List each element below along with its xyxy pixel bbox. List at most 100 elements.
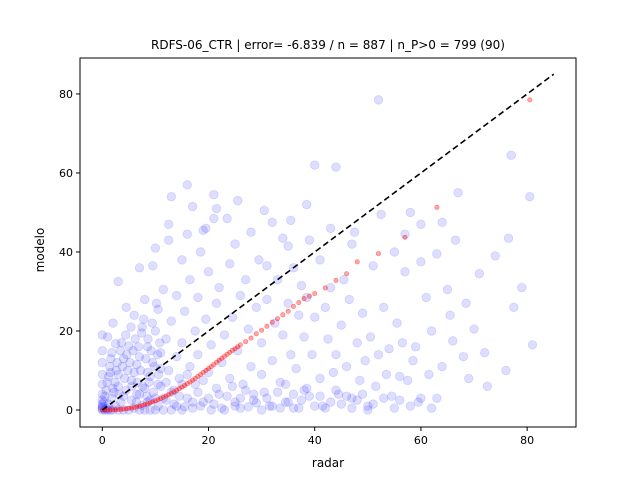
scatter-point xyxy=(267,355,277,366)
scatter-point xyxy=(152,350,163,360)
quantile-point xyxy=(232,346,238,352)
scatter-point xyxy=(233,346,243,356)
quantile-point xyxy=(227,349,233,355)
scatter-point xyxy=(190,326,200,336)
scatter-point xyxy=(384,344,394,354)
scatter-point xyxy=(320,302,331,312)
quantile-point xyxy=(126,405,132,411)
scatter-point xyxy=(97,330,108,340)
quantile-point xyxy=(322,285,328,291)
scatter-point xyxy=(105,405,115,415)
scatter-point xyxy=(139,314,149,324)
scatter-point xyxy=(490,251,500,261)
scatter-point xyxy=(310,401,320,411)
scatter-point xyxy=(408,355,418,366)
scatter-point xyxy=(402,375,413,386)
scatter-point xyxy=(373,350,384,360)
scatter-point xyxy=(131,397,141,407)
scatter-point xyxy=(357,308,368,318)
scatter-point xyxy=(134,389,145,399)
scatter-point xyxy=(193,387,203,397)
scatter-point xyxy=(256,338,267,348)
scatter-point xyxy=(150,243,161,253)
plot-frame xyxy=(79,57,577,428)
scatter-point xyxy=(177,338,187,348)
quantile-point xyxy=(195,373,201,379)
scatter-point xyxy=(141,353,151,364)
x-axis-label: radar xyxy=(312,456,344,470)
scatter-point xyxy=(267,217,277,228)
scatter-point xyxy=(145,405,155,415)
scatter-point xyxy=(217,357,227,368)
scatter-point xyxy=(97,369,108,380)
scatter-point xyxy=(302,383,312,393)
scatter-point xyxy=(325,282,336,293)
scatter-point xyxy=(123,365,133,376)
scatter-point xyxy=(291,363,301,374)
scatter-point xyxy=(320,403,331,413)
scatter-point xyxy=(193,292,203,303)
scatter-point xyxy=(349,227,360,237)
scatter-point xyxy=(142,397,153,407)
scatter-point xyxy=(506,150,516,160)
scatter-point xyxy=(503,233,514,243)
scatter-point xyxy=(118,391,129,401)
quantile-point xyxy=(259,327,265,333)
scatter-point xyxy=(315,391,325,401)
scatter-point xyxy=(225,373,235,384)
scatter-point xyxy=(108,318,118,328)
scatter-point xyxy=(424,369,434,380)
quantile-point xyxy=(131,404,137,410)
quantile-point xyxy=(142,402,148,408)
scatter-point xyxy=(150,326,161,336)
scatter-point xyxy=(246,227,256,237)
scatter-point xyxy=(272,387,283,397)
scatter-point xyxy=(211,298,222,309)
scatter-point xyxy=(117,361,128,372)
quantile-point xyxy=(163,393,169,399)
scatter-point xyxy=(331,385,341,395)
scatter-point xyxy=(458,351,469,362)
scatter-point xyxy=(262,261,272,271)
scatter-point xyxy=(169,385,179,395)
scatter-point xyxy=(363,405,373,415)
scatter-point xyxy=(102,377,112,388)
scatter-point xyxy=(286,350,296,360)
scatter-point xyxy=(315,373,325,384)
scatter-point xyxy=(264,401,275,411)
quantile-point xyxy=(134,404,140,410)
scatter-point xyxy=(133,342,144,352)
scatter-point xyxy=(134,263,145,273)
scatter-point xyxy=(333,389,344,399)
scatter-point xyxy=(432,393,442,403)
scatter-point xyxy=(201,314,211,324)
scatter-point xyxy=(432,249,442,259)
chart-title: RDFS-06_CTR | error= -6.839 / n = 887 | … xyxy=(151,38,505,52)
scatter-point xyxy=(158,284,169,295)
scatter-point xyxy=(379,302,389,312)
scatter-point xyxy=(158,405,169,415)
quantile-point xyxy=(179,384,185,390)
scatter-point xyxy=(230,239,240,249)
scatter-point xyxy=(150,405,161,415)
scatter-point xyxy=(307,350,317,360)
scatter-point xyxy=(357,389,368,399)
scatter-point xyxy=(437,361,447,372)
quantile-point xyxy=(152,398,158,404)
scatter-point xyxy=(275,377,285,388)
scatter-point xyxy=(251,398,262,408)
scatter-point xyxy=(448,336,458,346)
scatter-point xyxy=(246,361,256,372)
scatter-point xyxy=(110,338,121,349)
scatter-point xyxy=(97,357,108,368)
scatter-point xyxy=(238,379,248,390)
quantile-point xyxy=(121,406,127,412)
scatter-point xyxy=(310,160,320,170)
scatter-point xyxy=(368,261,378,271)
scatter-point xyxy=(278,330,288,340)
x-tick-label: 60 xyxy=(414,434,428,447)
scatter-point xyxy=(113,405,123,415)
quantile-point xyxy=(110,407,116,413)
scatter-point xyxy=(461,298,471,309)
